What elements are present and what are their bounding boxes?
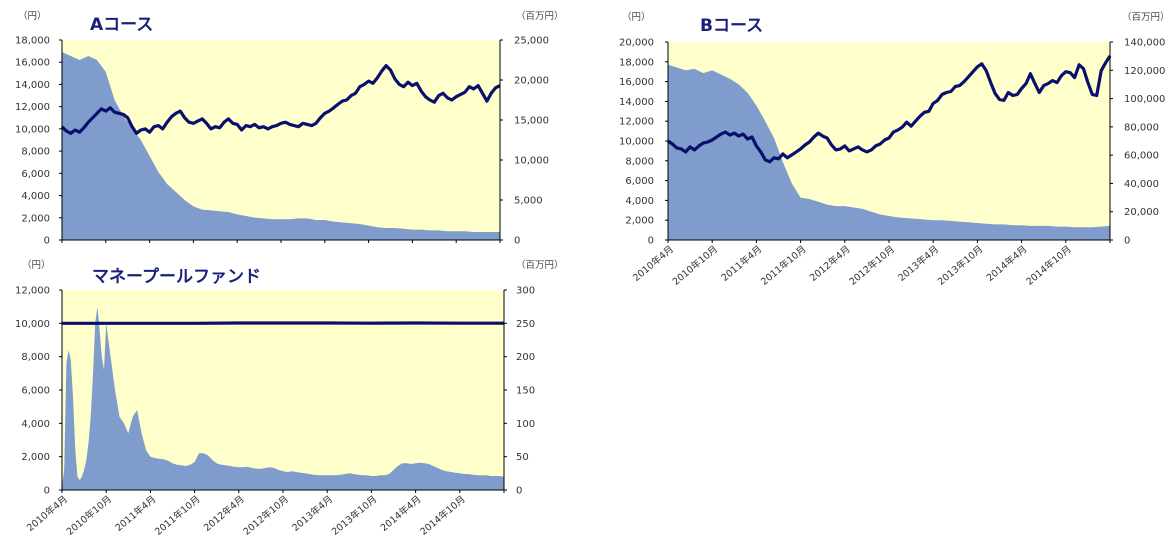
nav-line	[60, 63, 501, 135]
left-tick-label: 18,000	[15, 36, 50, 47]
right-tick-label: 20,000	[514, 76, 549, 87]
x-tick-label: 2012年10月	[847, 243, 897, 288]
right-tick-label: 100	[516, 419, 535, 430]
x-tick-label: 2014年4月	[984, 243, 1029, 284]
left-tick-label: 10,000	[619, 137, 654, 148]
x-tick-label: 2014年4月	[378, 493, 423, 534]
x-tick-label: 2011年10月	[152, 493, 202, 538]
left-tick-label: 12,000	[15, 286, 50, 297]
x-tick-label: 2012年4月	[807, 243, 852, 284]
left-tick-label: 0	[44, 236, 50, 247]
chart-a: 0 2,000 4,000 6,000 8,000 10,000 12,000 14,000 1…	[15, 10, 564, 247]
right-tick-label: 80,000	[1124, 122, 1159, 133]
chart-title: マネープールファンド	[92, 266, 261, 287]
fund-size-area	[668, 64, 1110, 240]
left-tick-label: 2,000	[21, 452, 50, 463]
left-tick-label: 6,000	[21, 386, 50, 397]
right-unit-label: （百万円）	[516, 259, 564, 271]
nav-line	[667, 55, 1112, 164]
chart-title: Aコース	[90, 15, 153, 35]
x-tick-label: 2011年4月	[113, 493, 158, 534]
left-tick-label: 4,000	[21, 191, 50, 202]
chart-b: 0 2,000 4,000 6,000 8,000 10,000 12,000 14,000 1…	[619, 11, 1170, 288]
left-tick-label: 6,000	[625, 176, 654, 187]
left-tick-label: 14,000	[619, 97, 654, 108]
x-tick-label: 2011年10月	[758, 243, 808, 288]
right-tick-label: 5,000	[514, 196, 543, 207]
right-tick-label: 100,000	[1124, 94, 1165, 105]
x-tick-label: 2013年4月	[896, 243, 941, 284]
right-tick-label: 15,000	[514, 116, 549, 127]
right-tick-label: 40,000	[1124, 179, 1159, 190]
right-tick-label: 25,000	[514, 36, 549, 47]
right-tick-label: 150	[516, 386, 535, 397]
left-tick-label: 0	[44, 486, 50, 497]
chart-panel-mmf: 0 2,000 4,000 6,000 8,000 10,000 12,000 0 50 100 1…	[0, 256, 580, 554]
left-tick-label: 6,000	[21, 169, 50, 180]
right-tick-label: 50	[516, 452, 529, 463]
chart-panel-b: 0 2,000 4,000 6,000 8,000 10,000 12,000 14,000 1…	[590, 0, 1174, 300]
fund-size-area	[62, 306, 504, 490]
right-tick-label: 200	[516, 352, 535, 363]
right-tick-label: 140,000	[1124, 38, 1165, 49]
x-tick-label: 2010年10月	[64, 493, 114, 538]
left-tick-label: 12,000	[15, 102, 50, 113]
x-tick-label: 2014年10月	[1024, 243, 1074, 288]
right-unit-label: （百万円）	[1122, 11, 1170, 23]
left-tick-label: 8,000	[21, 147, 50, 158]
right-tick-label: 0	[514, 236, 520, 247]
chart-mmf: 0 2,000 4,000 6,000 8,000 10,000 12,000 0 50 100 1…	[15, 259, 564, 538]
x-tick-label: 2013年10月	[329, 493, 379, 538]
left-tick-label: 2,000	[21, 213, 50, 224]
right-tick-label: 10,000	[514, 156, 549, 167]
left-unit-label: （円）	[622, 11, 651, 23]
right-tick-label: 0	[516, 486, 522, 497]
x-tick-label: 2013年4月	[290, 493, 335, 534]
x-tick-label: 2010年10月	[670, 243, 720, 288]
left-tick-label: 4,000	[21, 419, 50, 430]
left-tick-label: 12,000	[619, 117, 654, 128]
left-unit-label: （円）	[18, 10, 47, 22]
right-tick-label: 120,000	[1124, 66, 1165, 77]
x-tick-label: 2013年10月	[935, 243, 985, 288]
left-unit-label: （円）	[22, 259, 51, 271]
left-tick-label: 16,000	[619, 77, 654, 88]
left-tick-label: 4,000	[625, 196, 654, 207]
right-tick-label: 20,000	[1124, 207, 1159, 218]
left-tick-label: 2,000	[625, 216, 654, 227]
fund-size-area	[62, 52, 500, 240]
x-tick-label: 2012年4月	[201, 493, 246, 534]
x-tick-label: 2014年10月	[418, 493, 468, 538]
right-tick-label: 0	[1124, 236, 1130, 247]
right-tick-label: 300	[516, 286, 535, 297]
x-tick-label: 2010年4月	[24, 493, 69, 534]
left-tick-label: 10,000	[15, 319, 50, 330]
left-tick-label: 8,000	[21, 352, 50, 363]
left-tick-label: 16,000	[15, 58, 50, 69]
x-tick-label: 2011年4月	[719, 243, 764, 284]
left-tick-label: 14,000	[15, 80, 50, 91]
left-tick-label: 20,000	[619, 38, 654, 49]
right-tick-label: 60,000	[1124, 151, 1159, 162]
right-tick-label: 250	[516, 319, 535, 330]
right-unit-label: （百万円）	[516, 10, 564, 22]
left-tick-label: 8,000	[625, 156, 654, 167]
x-tick-label: 2010年4月	[630, 243, 675, 284]
x-tick-label: 2012年10月	[241, 493, 291, 538]
chart-panel-a: 0 2,000 4,000 6,000 8,000 10,000 12,000 14,000 1…	[0, 0, 580, 250]
left-tick-label: 10,000	[15, 124, 50, 135]
left-tick-label: 0	[648, 236, 654, 247]
left-tick-label: 18,000	[619, 57, 654, 68]
chart-title: Bコース	[700, 16, 763, 36]
